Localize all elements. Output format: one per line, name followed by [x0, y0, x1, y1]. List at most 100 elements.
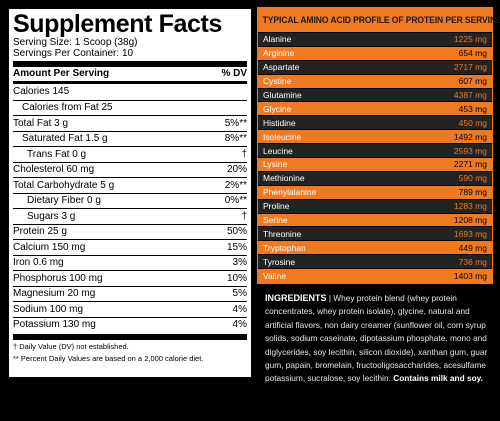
- amino-value: 449 mg: [458, 242, 487, 253]
- nutrient-label: Trans Fat 0 g: [27, 148, 87, 160]
- nutrient-row: Sodium 100 mg 4%: [13, 301, 247, 317]
- amino-name: Aspartate: [263, 62, 300, 73]
- nutrient-dv: 15%: [226, 241, 247, 253]
- amino-name: Cystine: [263, 76, 292, 87]
- nutrient-label: Magnesium 20 mg: [13, 288, 96, 300]
- nutrient-row: Total Fat 3 g 5%**: [13, 115, 247, 131]
- nutrient-dv: 4%: [232, 303, 247, 315]
- nutrient-dv: 20%: [226, 164, 247, 176]
- nutrient-label: Cholesterol 60 mg: [13, 164, 95, 176]
- amino-name: Valine: [263, 270, 286, 281]
- amino-row: Methionine 590 mg: [258, 170, 492, 185]
- nutrient-row: Calcium 150 mg 15%: [13, 239, 247, 255]
- facts-header-row: Amount Per Serving % DV: [13, 67, 247, 81]
- amino-row: Isoleucine 1492 mg: [258, 129, 492, 144]
- amino-name: Serine: [263, 215, 288, 226]
- amino-value: 1225 mg: [453, 34, 487, 45]
- amino-acid-table: TYPICAL AMINO ACID PROFILE OF PROTEIN PE…: [257, 7, 500, 284]
- amino-value: 789 mg: [458, 187, 487, 198]
- nutrient-dv: 10%: [226, 272, 247, 284]
- amino-value: 1208 mg: [453, 215, 487, 226]
- nutrient-dv: †: [241, 148, 247, 160]
- amino-value: 1403 mg: [453, 270, 487, 281]
- nutrient-row: Calories from Fat 25: [13, 99, 247, 116]
- amino-name: Leucine: [263, 145, 293, 156]
- nutrient-label: Saturated Fat 1.5 g: [22, 133, 108, 145]
- mid-divider: [13, 81, 247, 84]
- amino-name: Alanine: [263, 34, 292, 45]
- amino-name: Tyrosine: [263, 256, 296, 267]
- nutrient-row: Potassium 130 mg 4%: [13, 316, 247, 333]
- amino-value: 450 mg: [458, 117, 487, 128]
- ingredients-block: INGREDIENTS | Whey protein blend (whey p…: [265, 292, 493, 386]
- amino-value: 654 mg: [458, 48, 487, 59]
- nutrient-label: Potassium 130 mg: [13, 319, 96, 331]
- nutrient-label: Calories from Fat 25: [22, 102, 113, 114]
- amino-row: Proline 1283 mg: [258, 198, 492, 213]
- amino-name: Threonine: [263, 228, 302, 239]
- nutrient-dv: 50%: [226, 226, 247, 238]
- nutrient-dv: 3%: [232, 257, 247, 269]
- thick-divider: [13, 61, 247, 67]
- amino-row: Tyrosine 736 mg: [258, 254, 492, 269]
- nutrient-row: Calories 145: [13, 84, 247, 100]
- amino-row: Arginine 654 mg: [258, 45, 492, 60]
- nutrient-label: Dietary Fiber 0 g: [27, 195, 101, 207]
- amino-row: Tryptophan 449 mg: [258, 240, 492, 255]
- amino-name: Glutamine: [263, 90, 302, 100]
- amino-name: Lysine: [263, 159, 288, 170]
- nutrient-row: Dietary Fiber 0 g 0%**: [13, 192, 247, 209]
- nutrient-label: Sodium 100 mg: [13, 303, 84, 315]
- amino-name: Arginine: [263, 48, 295, 59]
- amino-row: Phenylalanine 789 mg: [258, 184, 492, 199]
- amino-name: Isoleucine: [263, 131, 302, 142]
- amino-value: 1283 mg: [453, 201, 487, 212]
- nutrient-dv: 0%**: [224, 195, 247, 207]
- amino-value: 736 mg: [458, 256, 487, 267]
- amino-row: Threonine 1693 mg: [258, 226, 492, 241]
- amino-row: Glutamine 4387 mg: [258, 87, 492, 102]
- nutrient-label: Phosphorus 100 mg: [13, 272, 103, 284]
- footnote-dv-not-established: † Daily Value (DV) not established.: [13, 342, 129, 351]
- amino-name: Phenylalanine: [263, 187, 317, 198]
- amino-row: Leucine 2593 mg: [258, 143, 492, 158]
- amino-name: Proline: [263, 201, 290, 212]
- ingredients-separator: |: [328, 293, 331, 303]
- nutrient-row: Total Carbohydrate 5 g 2%**: [13, 177, 247, 193]
- nutrient-label: Calories 145: [13, 86, 70, 98]
- nutrient-label: Sugars 3 g: [27, 210, 76, 222]
- nutrient-row: Trans Fat 0 g †: [13, 146, 247, 162]
- nutrient-label: Iron 0.6 mg: [13, 257, 64, 269]
- amino-value: 4387 mg: [453, 90, 487, 100]
- amino-row: Serine 1208 mg: [258, 212, 492, 227]
- amino-value: 2271 mg: [453, 159, 487, 170]
- amino-name: Tryptophan: [263, 242, 306, 253]
- amino-row: Alanine 1225 mg: [258, 32, 492, 46]
- nutrient-label: Total Carbohydrate 5 g: [13, 179, 115, 191]
- nutrient-label: Protein 25 g: [13, 226, 67, 238]
- amino-value: 2717 mg: [453, 62, 487, 73]
- amino-value: 1492 mg: [453, 131, 487, 142]
- amino-value: 1693 mg: [453, 228, 487, 239]
- nutrient-row: Phosphorus 100 mg 10%: [13, 270, 247, 286]
- nutrient-row: Iron 0.6 mg 3%: [13, 254, 247, 271]
- serving-size: Serving Size: 1 Scoop (38g): [13, 37, 138, 48]
- nutrient-label: Total Fat 3 g: [13, 117, 69, 129]
- nutrient-row: Cholesterol 60 mg 20%: [13, 161, 247, 178]
- nutrient-row: Saturated Fat 1.5 g 8%**: [13, 130, 247, 147]
- nutrient-row: Magnesium 20 mg 5%: [13, 285, 247, 302]
- amino-table-title: TYPICAL AMINO ACID PROFILE OF PROTEIN PE…: [262, 15, 500, 25]
- amino-value: 2593 mg: [453, 145, 487, 156]
- dv-header-label: % DV: [221, 68, 247, 79]
- amino-row: Glycine 453 mg: [258, 101, 492, 116]
- amino-row: Aspartate 2717 mg: [258, 59, 492, 74]
- nutrient-dv: 4%: [232, 319, 247, 331]
- supplement-facts-panel: Supplement Facts Serving Size: 1 Scoop (…: [7, 7, 253, 379]
- nutrient-row: Protein 25 g 50%: [13, 223, 247, 240]
- nutrient-row: Sugars 3 g †: [13, 208, 247, 224]
- nutrient-dv: †: [241, 210, 247, 222]
- footnote-percent-daily: ** Percent Daily Values are based on a 2…: [13, 354, 204, 363]
- amino-name: Histidine: [263, 117, 296, 128]
- bottom-thick-divider: [13, 334, 247, 340]
- amino-row: Lysine 2271 mg: [258, 157, 492, 171]
